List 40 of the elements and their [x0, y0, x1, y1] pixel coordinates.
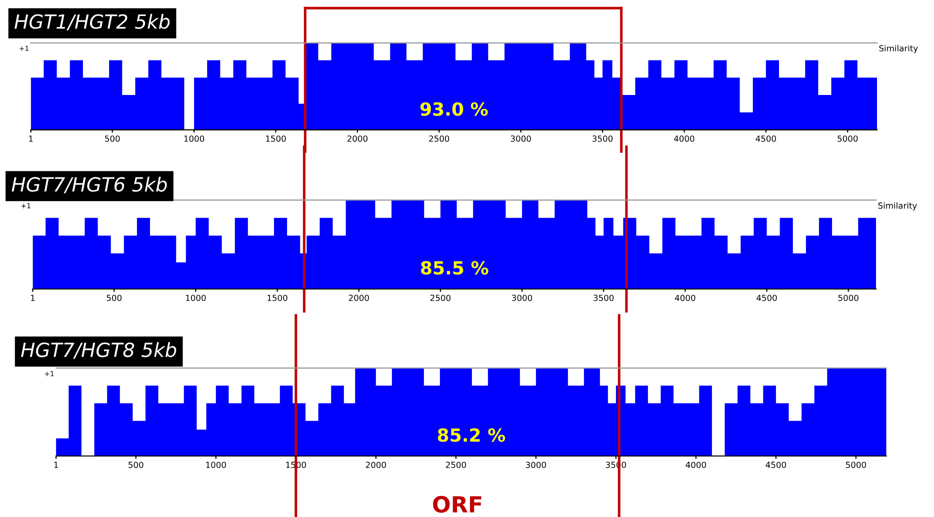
x-tick-label: 2500 [430, 294, 450, 302]
x-tick-label: 500 [105, 135, 120, 142]
x-tick-label: 4000 [674, 135, 694, 142]
text: ORF [433, 496, 482, 513]
x-tick-label: 3000 [526, 462, 546, 468]
x-tick-label: 1 [54, 462, 58, 468]
x-tick-label: 3000 [512, 294, 532, 302]
x-tick-label: 3500 [592, 135, 613, 142]
x-tick-label: 1 [30, 294, 35, 301]
x-tick-label: 1 [29, 136, 33, 142]
x-tick-label: 1000 [206, 462, 226, 468]
x-tick-label: 2000 [347, 135, 368, 142]
x-tick-label: 1500 [268, 294, 288, 302]
x-tick-label: 4000 [686, 462, 706, 468]
x-tick-label: 3500 [594, 294, 614, 302]
chart-title: HGT7/HGT6 5kb [12, 176, 167, 194]
chart-title: HGT7/HGT8 5kb [21, 342, 176, 359]
y-axis-title: Similarity [879, 44, 918, 54]
annotation: 85.5 % [421, 261, 488, 275]
annotation: 93.0 % [420, 102, 488, 116]
x-tick-label: 5000 [838, 135, 858, 142]
x-tick-label: 4500 [756, 135, 776, 142]
annotation: 85.2 % [438, 428, 506, 442]
x-tick-label: 2500 [429, 135, 450, 142]
x-tick-label: 2000 [348, 294, 369, 302]
x-tick-label: 1000 [184, 135, 204, 142]
x-tick-label: 3000 [510, 135, 531, 142]
x-tick-label: 5000 [838, 294, 858, 302]
x-tick-label: 4000 [674, 294, 696, 302]
y-axis-title: Similarity [878, 202, 917, 210]
x-tick-label: 500 [106, 294, 122, 302]
chart-title: HGT1/HGT2 5kb [14, 14, 170, 30]
x-tick-label: 1500 [266, 135, 286, 142]
x-tick-label: 2000 [366, 462, 386, 468]
x-tick-label: 500 [128, 462, 144, 468]
x-tick-label: 2500 [446, 462, 466, 468]
x-tick-label: 4500 [766, 462, 786, 468]
x-tick-label: 5000 [846, 462, 866, 468]
x-tick-label: 1000 [186, 294, 206, 302]
x-tick-label: 4500 [756, 294, 777, 302]
